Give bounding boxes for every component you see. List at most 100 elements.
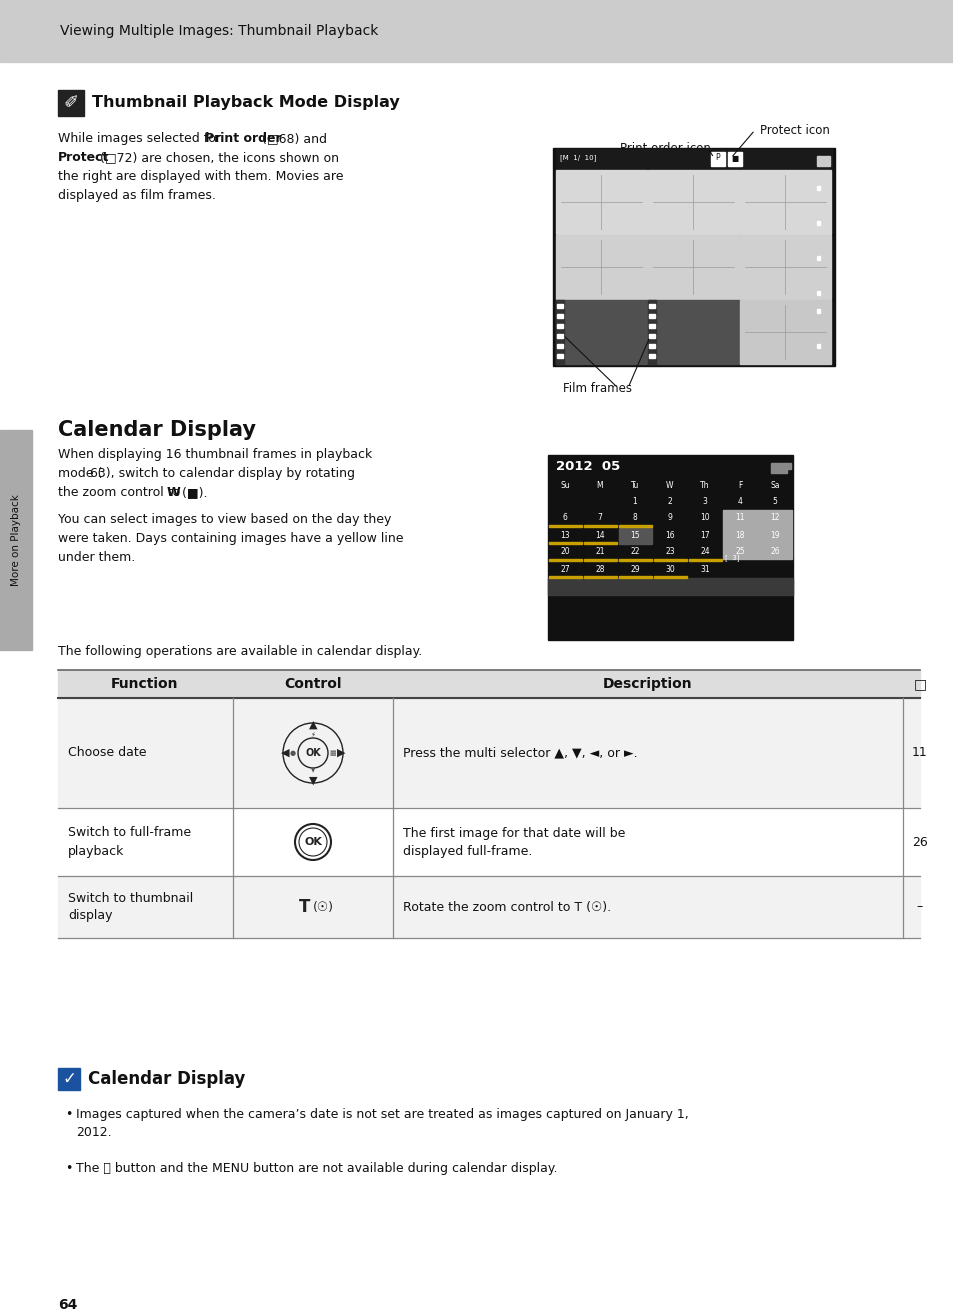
Text: 25: 25 [735,548,744,557]
Bar [58,808,919,876]
Text: The first image for that date will be
displayed full-frame.: The first image for that date will be di… [402,827,625,858]
Text: T: T [299,897,311,916]
Bar [547,578,792,595]
Text: Print order: Print order [205,131,281,145]
Text: Control: Control [284,677,341,691]
Text: ▶: ▶ [336,748,345,758]
Text: Calendar Display: Calendar Display [58,420,255,440]
Text: More on Playback: More on Playback [11,494,21,586]
Text: Function: Function [112,677,178,691]
Text: [  3]: [ 3] [724,555,739,561]
Bar [740,170,830,234]
Text: ●: ● [290,750,295,756]
Bar [547,455,792,640]
Text: 14: 14 [595,531,604,540]
Bar [618,576,651,578]
Bar [58,698,919,808]
Text: 27: 27 [559,565,569,573]
Text: Switch to full-frame
playback: Switch to full-frame playback [68,827,191,858]
Text: ◀: ◀ [280,748,289,758]
Text: Images captured when the camera’s date is not set are treated as images captured: Images captured when the camera’s date i… [76,1108,688,1139]
Text: displayed as film frames.: displayed as film frames. [58,189,215,202]
Bar [688,558,721,561]
Text: 21: 21 [595,548,604,557]
Bar [648,353,655,357]
Text: W: W [167,486,180,499]
Bar [816,343,820,347]
Text: OK: OK [305,748,320,758]
Bar [647,235,739,300]
Text: 28: 28 [595,565,604,573]
Text: Rotate the zoom control to T (☉).: Rotate the zoom control to T (☉). [402,900,611,913]
Bar [58,1068,80,1091]
Bar [618,528,651,544]
Text: 24: 24 [700,548,709,557]
Text: 10: 10 [700,514,709,523]
Bar [618,558,651,561]
Text: 64: 64 [58,1298,77,1311]
Text: When displaying 16 thumbnail frames in playback: When displaying 16 thumbnail frames in p… [58,448,372,461]
Bar [648,314,655,318]
Text: the right are displayed with them. Movies are: the right are displayed with them. Movie… [58,170,343,183]
Text: 23: 23 [664,548,674,557]
Bar [647,300,656,364]
Bar [654,576,686,578]
Text: •: • [65,1162,72,1175]
Text: Print order icon: Print order icon [619,142,710,155]
Bar [548,558,581,561]
Bar [58,670,919,698]
Bar [654,558,686,561]
Text: Th: Th [700,481,709,490]
Bar [816,221,820,226]
Text: 13: 13 [559,531,569,540]
Text: Press the multi selector ▲, ▼, ◄, or ►.: Press the multi selector ▲, ▼, ◄, or ►. [402,746,637,759]
Text: P: P [715,154,720,163]
Text: F: F [737,481,741,490]
Text: 31: 31 [700,565,709,573]
Bar [556,170,646,234]
Text: 20: 20 [559,548,569,557]
Text: 7: 7 [597,514,601,523]
Bar [583,541,617,544]
Text: The Ⓣ button and the MENU button are not available during calendar display.: The Ⓣ button and the MENU button are not… [76,1162,557,1175]
Text: 16: 16 [664,531,674,540]
Text: Sa: Sa [769,481,779,490]
Text: the zoom control to: the zoom control to [58,486,184,499]
Text: 17: 17 [700,531,709,540]
Bar [816,187,820,191]
Text: under them.: under them. [58,551,135,564]
Text: OK: OK [304,837,321,848]
Bar [0,430,32,650]
Text: Viewing Multiple Images: Thumbnail Playback: Viewing Multiple Images: Thumbnail Playb… [60,24,378,38]
Text: 3: 3 [701,497,707,506]
Text: 26: 26 [911,836,927,849]
Text: Tu: Tu [630,481,639,490]
Text: ▦: ▦ [330,750,336,756]
Text: The following operations are available in calendar display.: The following operations are available i… [58,645,422,658]
Bar [816,292,820,296]
Bar [770,463,786,473]
Bar [583,526,617,527]
Text: Description: Description [602,677,692,691]
Bar [710,152,724,166]
Text: (□72) are chosen, the icons shown on: (□72) are chosen, the icons shown on [100,151,338,164]
Bar [648,334,655,338]
Bar [583,558,617,561]
Text: 18: 18 [735,531,744,540]
Text: Choose date: Choose date [68,746,147,759]
Bar [553,148,834,367]
Text: (□68) and: (□68) and [262,131,327,145]
Bar [740,300,830,364]
Bar [557,344,562,348]
Text: Film frames: Film frames [562,381,631,394]
Bar [548,541,581,544]
Bar [557,325,562,328]
Text: While images selected for: While images selected for [58,131,225,145]
Bar [816,256,820,260]
Text: 9: 9 [667,514,672,523]
Bar [647,170,739,234]
Text: ⚡: ⚡ [311,732,315,738]
Bar [727,152,741,166]
Bar [557,334,562,338]
Text: Su: Su [559,481,569,490]
